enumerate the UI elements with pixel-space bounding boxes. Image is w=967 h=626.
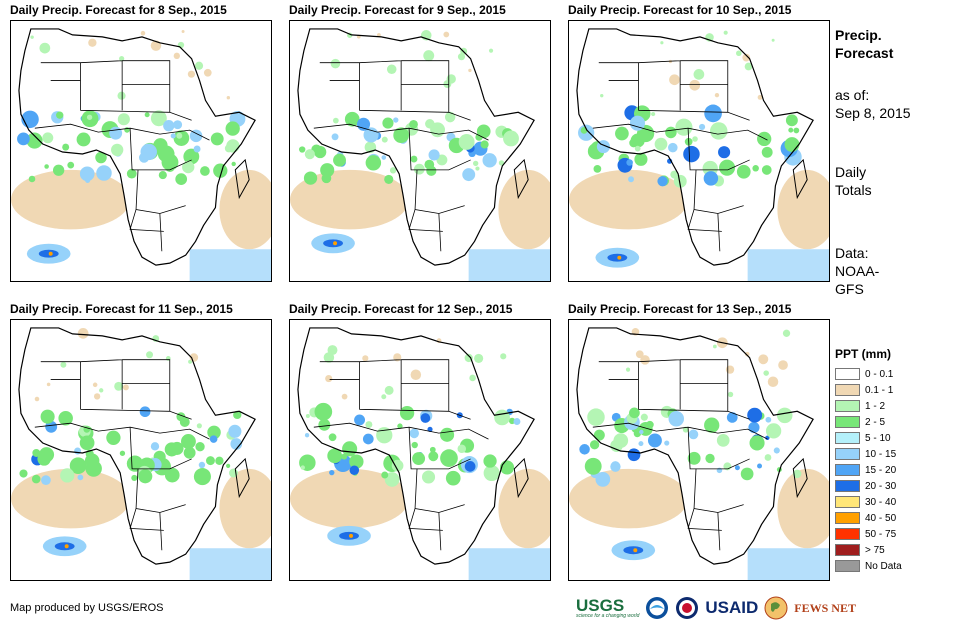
legend-item: 2 - 5 xyxy=(835,414,902,430)
legend-swatch xyxy=(835,432,860,444)
panel-title: Daily Precip. Forecast for 12 Sep., 2015 xyxy=(289,302,513,316)
legend-label: 40 - 50 xyxy=(865,512,897,524)
africa-precip-svg xyxy=(290,28,550,281)
africa-precip-svg xyxy=(290,327,550,580)
precip-map xyxy=(10,319,272,581)
legend-item: 15 - 20 xyxy=(835,462,902,478)
map-credit: Map produced by USGS/EROS xyxy=(10,602,164,614)
data-source-line2: NOAA- xyxy=(835,263,880,279)
panel-title: Daily Precip. Forecast for 8 Sep., 2015 xyxy=(10,3,227,17)
usgs-logo: USGS science for a changing world xyxy=(576,597,639,619)
fews-net-wordmark: FEWS NET xyxy=(794,600,856,615)
legend-swatch xyxy=(835,480,860,492)
legend-swatch xyxy=(835,448,860,460)
legend-label: 2 - 5 xyxy=(865,416,886,428)
legend-label: 30 - 40 xyxy=(865,496,897,508)
legend-swatch xyxy=(835,384,860,396)
legend-swatch xyxy=(835,464,860,476)
panel-title: Daily Precip. Forecast for 9 Sep., 2015 xyxy=(289,3,506,17)
africa-precip-svg xyxy=(569,28,829,281)
logo-strip: USGS science for a changing world USAID … xyxy=(576,594,856,622)
noaa-seal-icon xyxy=(646,597,669,619)
legend-item: 30 - 40 xyxy=(835,494,902,510)
legend-label: 15 - 20 xyxy=(865,464,897,476)
legend-item: 0 - 0.1 xyxy=(835,366,902,382)
side-title-line2: Forecast xyxy=(835,45,894,61)
legend-item: > 75 xyxy=(835,542,902,558)
legend-swatch xyxy=(835,368,860,380)
totals-line1: Daily xyxy=(835,164,867,180)
usgs-tagline: science for a changing world xyxy=(576,613,640,619)
legend-item: 40 - 50 xyxy=(835,510,902,526)
africa-precip-svg xyxy=(11,327,271,580)
legend: 0 - 0.1 0.1 - 1 1 - 2 2 - 5 5 - 10 10 - 15 15 … xyxy=(835,366,902,574)
legend-label: > 75 xyxy=(865,544,885,556)
forecast-panel-6: Daily Precip. Forecast for 13 Sep., 2015 xyxy=(568,302,836,582)
totals-text: Daily Totals xyxy=(835,163,872,199)
precip-map xyxy=(10,20,272,282)
legend-label: No Data xyxy=(865,560,902,572)
forecast-panel-5: Daily Precip. Forecast for 12 Sep., 2015 xyxy=(289,302,557,582)
totals-line2: Totals xyxy=(835,182,872,198)
precip-map xyxy=(568,319,830,581)
data-source-text: Data: NOAA- GFS xyxy=(835,244,879,298)
legend-label: 5 - 10 xyxy=(865,432,891,444)
legend-item: 10 - 15 xyxy=(835,446,902,462)
legend-label: 20 - 30 xyxy=(865,480,897,492)
legend-swatch xyxy=(835,544,860,556)
africa-precip-svg xyxy=(11,28,271,281)
side-title-line1: Precip. xyxy=(835,27,882,43)
legend-item: 20 - 30 xyxy=(835,478,902,494)
legend-item: 5 - 10 xyxy=(835,430,902,446)
usaid-seal-icon xyxy=(676,597,699,619)
forecast-panel-3: Daily Precip. Forecast for 10 Sep., 2015 xyxy=(568,3,836,283)
forecast-panel-4: Daily Precip. Forecast for 11 Sep., 2015 xyxy=(10,302,278,582)
legend-label: 1 - 2 xyxy=(865,400,886,412)
as-of-date: Sep 8, 2015 xyxy=(835,105,911,121)
side-title: Precip. Forecast xyxy=(835,26,893,62)
forecast-panel-1: Daily Precip. Forecast for 8 Sep., 2015 xyxy=(10,3,278,283)
precip-map xyxy=(289,20,551,282)
legend-item: No Data xyxy=(835,558,902,574)
legend-swatch xyxy=(835,416,860,428)
legend-title: PPT (mm) xyxy=(835,347,892,361)
africa-precip-svg xyxy=(569,327,829,580)
forecast-panel-2: Daily Precip. Forecast for 9 Sep., 2015 xyxy=(289,3,557,283)
panel-title: Daily Precip. Forecast for 10 Sep., 2015 xyxy=(568,3,792,17)
legend-item: 1 - 2 xyxy=(835,398,902,414)
legend-swatch xyxy=(835,400,860,412)
data-source-line1: Data: xyxy=(835,245,869,261)
precip-map xyxy=(289,319,551,581)
legend-item: 0.1 - 1 xyxy=(835,382,902,398)
legend-label: 0.1 - 1 xyxy=(865,384,894,396)
legend-swatch xyxy=(835,528,860,540)
as-of-label: as of: xyxy=(835,87,870,103)
panel-title: Daily Precip. Forecast for 11 Sep., 2015 xyxy=(10,302,233,316)
legend-label: 50 - 75 xyxy=(865,528,897,540)
legend-swatch xyxy=(835,496,860,508)
usaid-wordmark: USAID xyxy=(705,598,759,617)
data-source-line3: GFS xyxy=(835,281,864,297)
legend-label: 0 - 0.1 xyxy=(865,368,894,380)
panel-title: Daily Precip. Forecast for 13 Sep., 2015 xyxy=(568,302,792,316)
precip-map xyxy=(568,20,830,282)
usgs-wordmark: USGS xyxy=(576,596,625,615)
legend-item: 50 - 75 xyxy=(835,526,902,542)
legend-label: 10 - 15 xyxy=(865,448,897,460)
as-of-text: as of: Sep 8, 2015 xyxy=(835,86,911,122)
fews-globe-icon xyxy=(764,596,788,620)
legend-swatch xyxy=(835,560,860,572)
legend-swatch xyxy=(835,512,860,524)
